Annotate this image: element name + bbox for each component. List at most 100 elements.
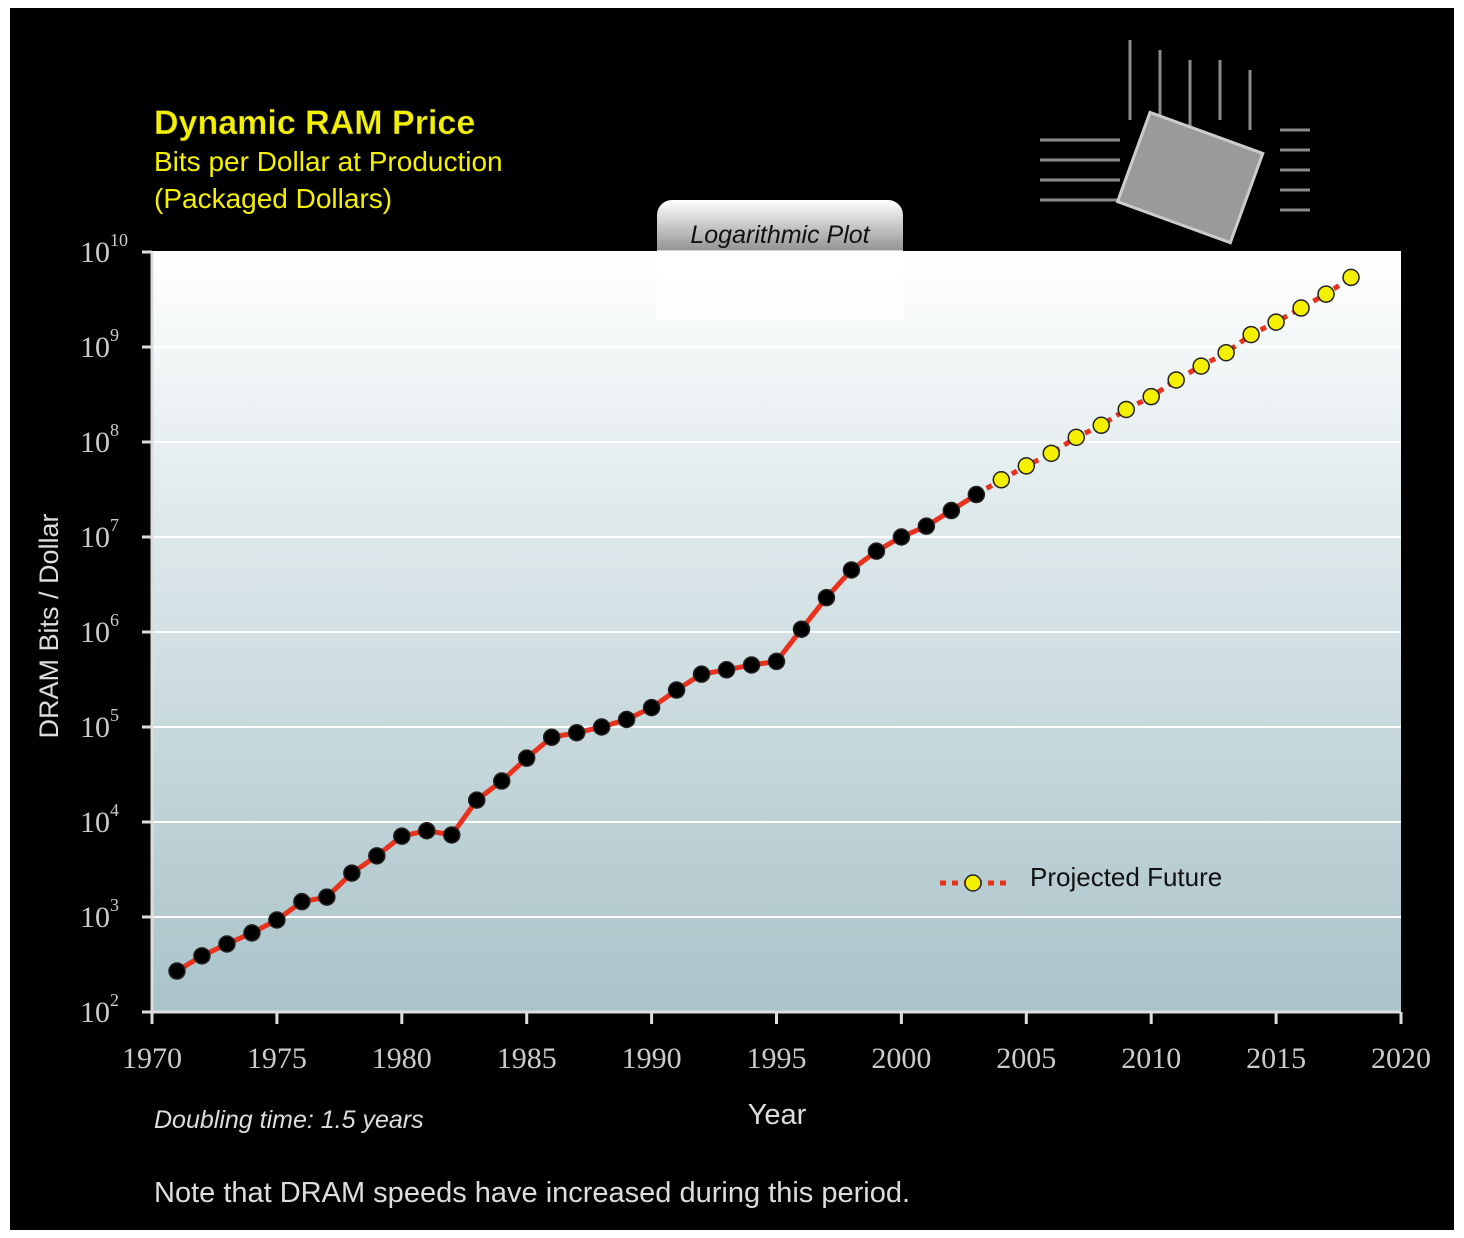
- point: [218, 935, 236, 953]
- x-tick-label: 1980: [372, 1042, 432, 1075]
- point: [243, 924, 261, 942]
- y-tick-base: 10: [80, 996, 110, 1029]
- point: [517, 749, 536, 767]
- y-tick-base: 10: [80, 616, 110, 649]
- y-tick-exponent: 2: [110, 990, 119, 1010]
- point: [1292, 299, 1310, 317]
- y-tick-exponent: 10: [110, 230, 128, 250]
- point: [617, 710, 636, 729]
- y-tick-label: 107: [80, 515, 119, 554]
- point: [917, 517, 936, 535]
- point: [193, 947, 211, 965]
- y-tick-base: 10: [80, 521, 110, 554]
- y-tick-exponent: 9: [110, 325, 119, 345]
- point: [318, 888, 336, 906]
- series-line: [1000, 275, 1353, 482]
- y-tick-label: 104: [80, 800, 119, 839]
- legend-label: Projected Future: [1030, 862, 1222, 892]
- x-tick-label: 2020: [1371, 1042, 1431, 1075]
- y-tick-label: 103: [80, 895, 119, 934]
- x-tick-label: 2000: [871, 1042, 931, 1075]
- point: [1267, 313, 1285, 331]
- point: [1317, 285, 1335, 303]
- y-tick-label: 102: [80, 990, 119, 1029]
- y-tick-exponent: 5: [110, 705, 119, 725]
- point: [168, 962, 186, 980]
- y-tick-base: 10: [80, 711, 110, 744]
- point: [642, 698, 661, 717]
- legend-marker: [964, 874, 982, 892]
- point: [1017, 457, 1036, 475]
- x-tick-label: 2015: [1246, 1042, 1306, 1075]
- y-tick-base: 10: [80, 901, 110, 934]
- point: [592, 718, 611, 736]
- point: [343, 864, 361, 882]
- point: [393, 827, 411, 845]
- y-tick-label: 109: [80, 325, 119, 364]
- y-tick-label: 1010: [80, 230, 128, 269]
- point: [567, 723, 586, 742]
- y-tick-base: 10: [80, 806, 110, 839]
- point: [1042, 444, 1061, 463]
- point: [443, 826, 461, 844]
- point: [742, 656, 761, 674]
- subtitle: Bits per Dollar at Production: [154, 146, 503, 177]
- point: [992, 471, 1011, 489]
- y-tick-base: 10: [80, 426, 110, 459]
- x-tick-label: 2010: [1121, 1042, 1181, 1075]
- y-tick-base: 10: [80, 236, 110, 269]
- x-tick-label: 2005: [996, 1042, 1056, 1075]
- point: [492, 772, 511, 790]
- x-axis-label: Year: [748, 1099, 807, 1131]
- y-tick-exponent: 8: [110, 420, 119, 440]
- point: [1167, 371, 1185, 389]
- y-tick-exponent: 6: [110, 610, 119, 630]
- point: [418, 821, 436, 840]
- point: [1117, 400, 1135, 419]
- subtitle: (Packaged Dollars): [154, 183, 392, 214]
- y-axis-label: DRAM Bits / Dollar: [34, 513, 64, 738]
- point: [1092, 416, 1110, 435]
- point: [1142, 387, 1160, 406]
- chart-title: Dynamic RAM Price: [154, 104, 475, 142]
- point: [692, 665, 711, 683]
- point: [967, 485, 986, 504]
- point: [942, 501, 961, 520]
- point: [867, 542, 886, 560]
- footnote: Doubling time: 1.5 years: [154, 1106, 424, 1134]
- point: [792, 620, 811, 638]
- note: Note that DRAM speeds have increased dur…: [154, 1177, 910, 1209]
- point: [842, 561, 861, 579]
- annotation-tab-fill: [657, 250, 903, 320]
- point: [667, 681, 686, 699]
- point: [1342, 268, 1360, 287]
- chip-graphic: [1040, 40, 1310, 245]
- point: [767, 652, 786, 671]
- y-tick-label: 105: [80, 705, 119, 744]
- point: [1242, 325, 1260, 344]
- y-tick-exponent: 3: [110, 895, 119, 915]
- point: [1192, 357, 1210, 375]
- y-tick-label: 106: [80, 610, 119, 649]
- y-tick-base: 10: [80, 331, 110, 364]
- annotation: Logarithmic Plot: [690, 221, 870, 249]
- x-tick-label: 1995: [747, 1042, 807, 1075]
- point: [1217, 343, 1235, 362]
- point: [467, 791, 486, 809]
- x-tick-label: 1975: [247, 1042, 307, 1075]
- y-tick-exponent: 7: [110, 515, 119, 535]
- point: [717, 661, 736, 679]
- x-tick-label: 1985: [497, 1042, 557, 1075]
- x-tick-label: 1990: [622, 1042, 682, 1075]
- x-tick-label: 1970: [122, 1042, 182, 1075]
- point: [268, 911, 286, 929]
- point: [817, 588, 836, 607]
- point: [1067, 428, 1086, 447]
- point: [892, 528, 911, 546]
- point: [542, 728, 561, 747]
- point: [368, 847, 386, 865]
- y-tick-label: 108: [80, 420, 119, 459]
- point: [293, 892, 311, 911]
